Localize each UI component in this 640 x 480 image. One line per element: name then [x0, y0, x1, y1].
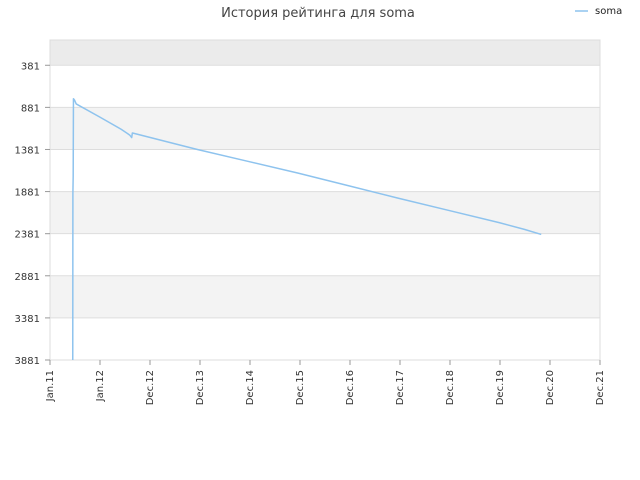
plot-band: [50, 40, 600, 66]
x-tick-label: Jan.12: [95, 370, 106, 402]
legend: soma: [575, 6, 622, 17]
x-tick-label: Dec.20: [545, 370, 556, 405]
plot-band: [50, 65, 600, 108]
y-tick-label: 1381: [15, 145, 40, 156]
plot-band: [50, 149, 600, 192]
x-tick-label: Dec.15: [295, 370, 306, 405]
y-tick-label: 1881: [15, 188, 40, 199]
x-tick-label: Dec.14: [245, 370, 256, 405]
series-line-soma: [72, 98, 542, 361]
gridlines: [50, 64, 600, 361]
x-tick-label: Dec.19: [495, 370, 506, 405]
chart-title: История рейтинга для soma: [221, 6, 415, 21]
x-tick-label: Dec.18: [445, 370, 456, 405]
y-tick-label: 3381: [15, 314, 40, 325]
plot-band: [50, 107, 600, 150]
x-tick-label: Dec.13: [195, 370, 206, 405]
plot-band: [50, 233, 600, 276]
y-tick-label: 2881: [15, 272, 40, 283]
plot-band: [50, 317, 600, 360]
plot-background: [49, 39, 601, 361]
x-tick-label: Jan.11: [45, 370, 56, 402]
x-tick-label: Dec.16: [345, 370, 356, 405]
x-tick-label: Dec.17: [395, 370, 406, 405]
y-tick-label: 881: [21, 103, 40, 114]
x-tick-label: Dec.12: [145, 370, 156, 405]
plot-band: [50, 191, 600, 234]
y-tick-label: 2381: [15, 230, 40, 241]
y-tick-label: 3881: [15, 356, 40, 367]
plot-band: [50, 275, 600, 318]
series-layer: [72, 98, 542, 361]
y-tick-label: 381: [21, 61, 40, 72]
y-axis-ticks: 381 881 1381 1881 2381 2881 3381 3881: [15, 61, 50, 367]
x-tick-label: Dec.21: [595, 370, 606, 405]
x-axis-ticks: Jan.11 Jan.12 Dec.12 Dec.13 Dec.14 Dec.15 Dec.…: [45, 360, 606, 405]
legend-label-soma: soma: [595, 6, 622, 17]
